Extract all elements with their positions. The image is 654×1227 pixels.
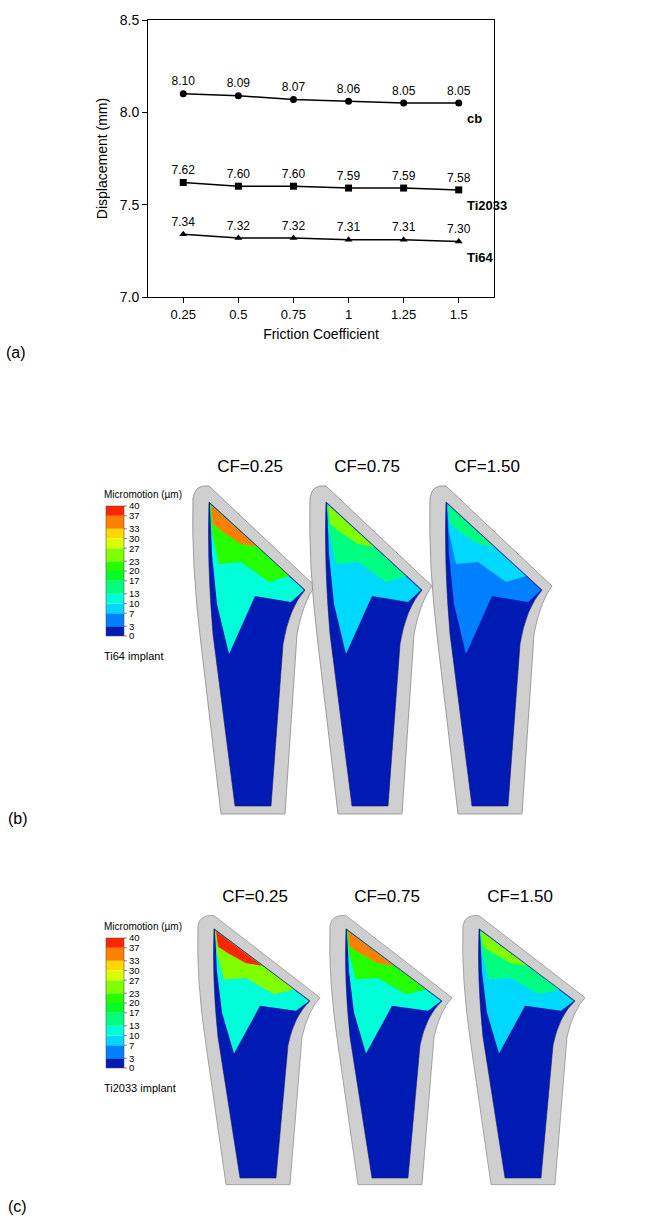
svg-text:37: 37 — [129, 942, 140, 953]
svg-text:40: 40 — [129, 932, 140, 944]
svg-text:Ti2033: Ti2033 — [467, 198, 507, 213]
svg-text:0: 0 — [129, 630, 134, 641]
svg-text:8.07: 8.07 — [282, 80, 306, 94]
svg-text:CF=0.25: CF=0.25 — [217, 457, 283, 476]
svg-text:1.5: 1.5 — [450, 307, 468, 322]
svg-text:Ti2033 implant: Ti2033 implant — [104, 1082, 176, 1094]
svg-text:7.5: 7.5 — [120, 197, 140, 213]
svg-text:7.34: 7.34 — [172, 215, 196, 229]
svg-text:(c): (c) — [8, 1198, 27, 1215]
svg-text:1: 1 — [345, 307, 352, 322]
svg-text:Ti64: Ti64 — [467, 250, 494, 265]
svg-text:7.31: 7.31 — [392, 220, 416, 234]
html-text:(a): (a) — [6, 344, 26, 361]
svg-text:37: 37 — [129, 510, 140, 521]
svg-text:10: 10 — [129, 1029, 140, 1041]
svg-text:Friction Coefficient: Friction Coefficient — [263, 326, 379, 342]
svg-text:13: 13 — [129, 1020, 140, 1032]
svg-text:30: 30 — [129, 964, 140, 976]
svg-text:7.32: 7.32 — [282, 219, 306, 233]
svg-text:Micromotion (µm): Micromotion (µm) — [104, 921, 182, 932]
svg-text:0: 0 — [129, 1062, 134, 1073]
svg-text:7: 7 — [129, 1040, 134, 1051]
svg-text:7.59: 7.59 — [392, 169, 416, 183]
svg-text:23: 23 — [129, 987, 140, 999]
svg-text:30: 30 — [129, 532, 140, 544]
svg-text:33: 33 — [129, 955, 140, 966]
svg-text:7.31: 7.31 — [337, 220, 361, 234]
svg-text:8.0: 8.0 — [120, 104, 140, 120]
svg-text:7.62: 7.62 — [172, 163, 196, 177]
svg-text:CF=1.50: CF=1.50 — [487, 887, 553, 906]
svg-text:17: 17 — [129, 575, 140, 586]
svg-text:CF=1.50: CF=1.50 — [454, 457, 520, 476]
svg-text:8.05: 8.05 — [392, 84, 416, 98]
svg-text:8.09: 8.09 — [227, 76, 251, 90]
svg-text:7.60: 7.60 — [227, 167, 251, 181]
svg-text:27: 27 — [129, 975, 140, 986]
svg-text:8.10: 8.10 — [172, 74, 196, 88]
svg-text:8.06: 8.06 — [337, 82, 361, 96]
svg-text:0.5: 0.5 — [229, 307, 247, 322]
svg-text:7.58: 7.58 — [447, 171, 471, 185]
svg-text:7.30: 7.30 — [447, 222, 471, 236]
svg-text:1.25: 1.25 — [391, 307, 416, 322]
svg-text:10: 10 — [129, 597, 140, 609]
svg-text:0.25: 0.25 — [171, 307, 196, 322]
svg-text:Displacement (mm): Displacement (mm) — [94, 98, 110, 219]
svg-text:13: 13 — [129, 588, 140, 599]
svg-text:7.59: 7.59 — [337, 169, 361, 183]
svg-text:CF=0.25: CF=0.25 — [222, 887, 288, 906]
svg-text:(b): (b) — [8, 810, 28, 827]
svg-text:17: 17 — [129, 1007, 140, 1018]
svg-text:7.0: 7.0 — [120, 289, 140, 305]
svg-text:CF=0.75: CF=0.75 — [334, 457, 400, 476]
svg-text:7: 7 — [129, 608, 134, 619]
svg-text:23: 23 — [129, 555, 140, 567]
svg-text:8.05: 8.05 — [447, 84, 471, 98]
svg-text:7.60: 7.60 — [282, 167, 306, 181]
svg-text:Micromotion (µm): Micromotion (µm) — [104, 489, 182, 500]
svg-text:Ti64 implant: Ti64 implant — [104, 650, 164, 662]
svg-text:8.5: 8.5 — [120, 12, 140, 28]
svg-text:3: 3 — [129, 620, 135, 632]
svg-text:CF=0.75: CF=0.75 — [354, 887, 420, 906]
svg-text:7.32: 7.32 — [227, 219, 251, 233]
svg-text:40: 40 — [129, 500, 140, 512]
svg-text:cb: cb — [467, 111, 482, 126]
svg-text:20: 20 — [129, 997, 140, 1009]
svg-text:20: 20 — [129, 565, 140, 577]
svg-text:0.75: 0.75 — [281, 307, 306, 322]
svg-text:3: 3 — [129, 1052, 135, 1064]
svg-text:33: 33 — [129, 523, 140, 534]
svg-text:27: 27 — [129, 543, 140, 554]
